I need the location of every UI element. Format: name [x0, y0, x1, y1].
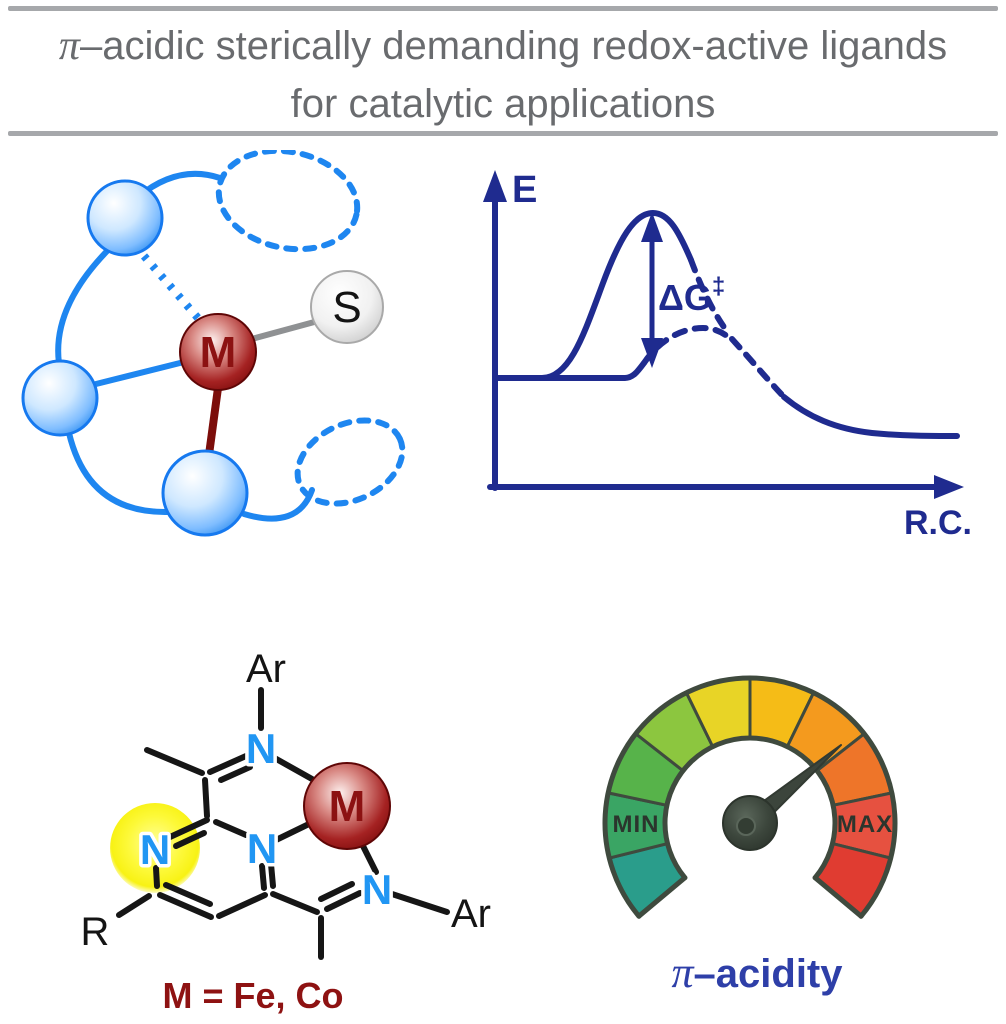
bond-n-c-double-b — [218, 764, 253, 783]
gauge-inner-rim — [662, 735, 838, 881]
x-axis-label: R.C. — [904, 504, 972, 542]
bond-ring-left — [202, 777, 210, 819]
donor-sphere-top — [86, 179, 164, 257]
bond-ring-bottom-double-a — [157, 892, 214, 920]
gauge-end-right — [812, 875, 864, 919]
y-axis-label: E — [512, 169, 537, 211]
gauge-caption-rest: –acidity — [694, 952, 844, 996]
bond-c-nmid — [213, 819, 249, 838]
gauge-end-left — [636, 875, 688, 919]
barrier-label-superscript: ‡ — [712, 273, 725, 300]
pi-acidity-gauge: MIN MAX π–acidity — [602, 675, 898, 997]
high-barrier-curve-solid — [539, 209, 694, 381]
gauge-outline — [602, 675, 898, 919]
bond-nmid-metal — [273, 820, 314, 843]
donor-sphere-bottom — [161, 449, 249, 537]
steric-pocket-ellipse-bottom — [294, 417, 406, 507]
n-label-top: N — [246, 725, 276, 772]
gauge-caption: π–acidity — [671, 948, 843, 997]
bond-ring-bottom-right — [216, 892, 268, 919]
gauge-outer-rim — [602, 675, 898, 919]
page-title-line1: π–acidic sterically demanding redox-acti… — [0, 22, 1006, 70]
bond-n3-ar — [389, 891, 450, 915]
dashed-bond-donor-metal — [140, 253, 208, 328]
title-text: –acidic sterically demanding redox-activ… — [79, 24, 948, 68]
pyridine-n-highlight — [110, 803, 200, 893]
bond-c-r — [116, 893, 152, 918]
bond-methyl-top — [144, 747, 205, 776]
metal-caption: M = Fe, Co — [162, 975, 343, 1016]
substrate-label: S — [332, 283, 361, 332]
aryl-label-top: Ar — [246, 647, 286, 691]
n-label-imine: N — [362, 866, 392, 913]
bond-c7-c8 — [270, 891, 320, 915]
bond-metal-substrate — [247, 318, 319, 343]
top-rule — [8, 6, 998, 11]
pi-symbol: π — [58, 23, 80, 69]
bond-npyr-c — [153, 865, 160, 889]
gauge-hub-pin — [736, 816, 756, 836]
gauge-segment — [813, 842, 893, 918]
r-group-label: R — [81, 910, 110, 954]
nitrogen-labels: N N N N — [136, 722, 395, 917]
descent-curve-dashed — [729, 336, 787, 400]
y-axis-arrowhead — [483, 170, 507, 202]
bond-c-npyr-double-b — [173, 830, 207, 849]
page-title-line2: for catalytic applications — [290, 82, 716, 126]
metal-label: M — [329, 782, 366, 831]
baseline-curve — [495, 360, 647, 381]
barrier-label: ΔG‡ — [658, 273, 725, 318]
gauge-caption-pi: π — [671, 948, 695, 997]
high-barrier-curve-dashed — [688, 257, 732, 337]
arc-bottom-right — [241, 487, 315, 522]
arc-bottom — [66, 430, 170, 516]
bond-ring-bottom-double-b — [163, 882, 213, 907]
bond-metal-donor-red — [204, 387, 222, 463]
n-label-bridge: N — [247, 825, 277, 872]
bond-n-c-double-a — [207, 753, 249, 775]
product-tail-curve — [781, 394, 960, 439]
metal-sphere — [303, 762, 391, 850]
ligand-structure: N N N N Ar Ar R M M = Fe, Co — [77, 644, 494, 1017]
bond-skeleton — [116, 687, 450, 960]
bond-metal-n3 — [358, 839, 379, 875]
gauge-max-label: MAX — [837, 811, 893, 838]
substrate-sphere — [310, 270, 384, 344]
bond-c-n3-double-a — [324, 890, 363, 912]
x-axis-arrowhead — [934, 475, 964, 499]
aryl-label-right: Ar — [451, 892, 491, 936]
metal-complex-schematic: M S — [21, 150, 406, 537]
metal-label: M — [200, 328, 237, 377]
bond-c-n3-double-b — [318, 881, 355, 902]
n-label-pyridine: N — [140, 826, 170, 873]
barrier-arrowhead-top — [641, 212, 663, 242]
bond-c-nmid-double-b — [268, 861, 276, 889]
gauge-min-label: MIN — [613, 811, 660, 838]
steric-pocket-ellipse-top — [215, 150, 361, 253]
donor-sphere-left — [21, 359, 99, 437]
barrier-arrowhead-bottom — [641, 338, 663, 368]
bond-c-npyr-double-a — [167, 817, 210, 840]
bond-n1-metal — [268, 753, 315, 782]
arc-left — [55, 244, 114, 377]
bond-donor-metal — [93, 359, 187, 387]
metal-sphere — [179, 313, 257, 391]
bottom-rule — [8, 131, 998, 136]
energy-profile-plot: E R.C. ΔG‡ — [483, 169, 972, 542]
barrier-label-text: ΔG — [658, 277, 712, 318]
substituent-labels: Ar Ar R — [77, 644, 494, 958]
bond-c-nmid-double-a — [259, 863, 267, 891]
